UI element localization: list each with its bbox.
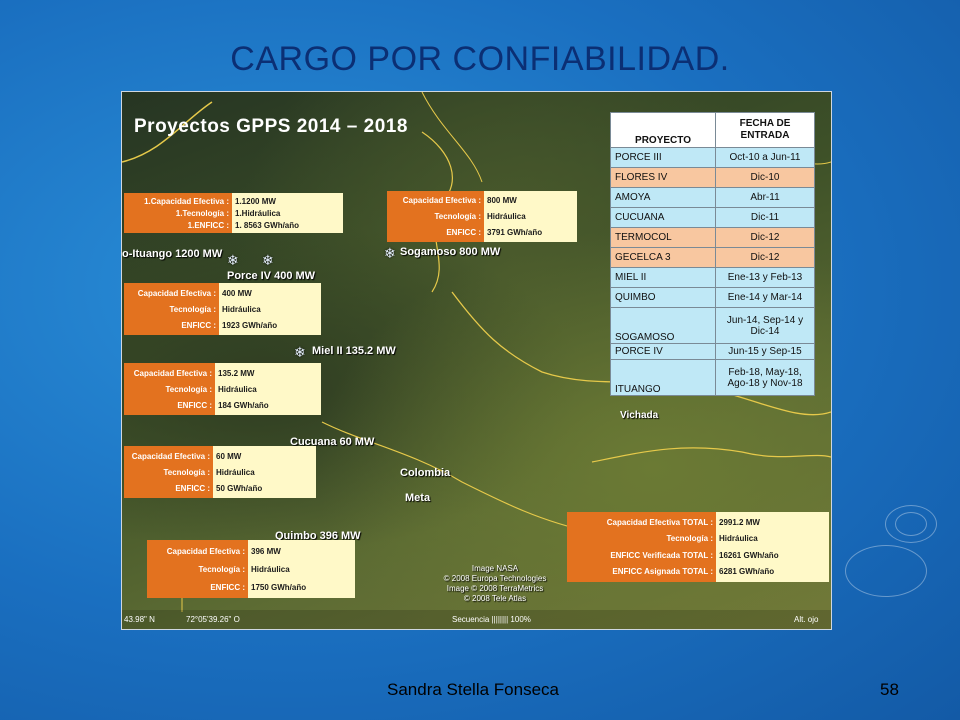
table-row: AMOYA Abr-11 xyxy=(610,187,815,208)
dam-marker-icon: ❄ xyxy=(227,252,239,268)
card-cucuana: Capacidad Efectiva : Tecnología : ENFICC :… xyxy=(124,446,316,498)
project-name: MIEL II xyxy=(610,267,716,288)
decorative-ripple xyxy=(845,545,927,597)
project-name: TERMOCOL xyxy=(610,227,716,248)
table-row: QUIMBO Ene-14 y Mar-14 xyxy=(610,287,815,308)
decorative-ripple xyxy=(885,505,937,543)
projects-table: PROYECTO FECHA DE ENTRADA PORCE III Oct-1… xyxy=(610,112,815,396)
card-porce-iv: Capacidad Efectiva : Tecnología : ENFICC :… xyxy=(124,283,321,335)
table-row: GECELCA 3 Dic-12 xyxy=(610,247,815,268)
dam-marker-icon: ❄ xyxy=(384,245,396,261)
table-row: PORCE IV Jun-15 y Sep-15 xyxy=(610,343,815,360)
place-label-porce-iv: Porce IV 400 MW xyxy=(227,270,316,282)
project-name: SOGAMOSO xyxy=(610,307,716,344)
place-label-meta: Meta xyxy=(405,492,431,504)
decorative-ripple xyxy=(895,512,927,536)
map-coord-lat: 43.98" N xyxy=(124,615,155,624)
project-date: Ene-13 y Feb-13 xyxy=(715,267,815,288)
project-date: Oct-10 a Jun-11 xyxy=(715,147,815,168)
table-row: FLORES IV Dic-10 xyxy=(610,167,815,188)
project-name: PORCE III xyxy=(610,147,716,168)
table-row: CUCUANA Dic-11 xyxy=(610,207,815,228)
project-name: QUIMBO xyxy=(610,287,716,308)
place-label-ituango: o-Ituango 1200 MW xyxy=(122,248,223,260)
project-date: Dic-10 xyxy=(715,167,815,188)
map-scale: Secuencia |||||||| 100% xyxy=(452,615,531,624)
project-date: Jun-15 y Sep-15 xyxy=(715,343,815,360)
card-total: Capacidad Efectiva TOTAL : Tecnología : EN… xyxy=(567,512,829,582)
map-credits: Image NASA © 2008 Europa Technologies Im… xyxy=(443,564,547,603)
map-heading: Proyectos GPPS 2014 – 2018 xyxy=(134,116,408,137)
table-row: SOGAMOSO Jun-14, Sep-14 y Dic-14 xyxy=(610,307,815,344)
table-row: PORCE III Oct-10 a Jun-11 xyxy=(610,147,815,168)
project-date: Jun-14, Sep-14 y Dic-14 xyxy=(715,307,815,344)
place-label-colombia: Colombia xyxy=(400,467,451,479)
project-date: Feb-18, May-18, Ago-18 y Nov-18 xyxy=(715,359,815,396)
card-quimbo: Capacidad Efectiva : Tecnología : ENFICC :… xyxy=(147,540,355,598)
project-name: CUCUANA xyxy=(610,207,716,228)
place-label-miel-ii: Miel II 135.2 MW xyxy=(312,345,396,357)
column-header-proyecto: PROYECTO xyxy=(610,112,716,148)
footer-page-number: 58 xyxy=(880,680,899,699)
table-row: ITUANGO Feb-18, May-18, Ago-18 y Nov-18 xyxy=(610,359,815,396)
table-row: MIEL II Ene-13 y Feb-13 xyxy=(610,267,815,288)
place-label-quimbo: Quimbo 396 MW xyxy=(275,530,361,542)
footer-author: Sandra Stella Fonseca xyxy=(387,680,559,699)
place-label-sogamoso: Sogamoso 800 MW xyxy=(400,246,501,258)
project-date: Dic-12 xyxy=(715,247,815,268)
project-name: AMOYA xyxy=(610,187,716,208)
project-date: Dic-12 xyxy=(715,227,815,248)
dam-marker-icon: ❄ xyxy=(294,344,306,360)
column-header-fecha: FECHA DE ENTRADA xyxy=(715,112,815,148)
card-miel-ii: Capacidad Efectiva : Tecnología : ENFICC :… xyxy=(124,363,321,415)
slide-title: CARGO POR CONFIABILIDAD. xyxy=(230,40,730,78)
project-date: Dic-11 xyxy=(715,207,815,228)
dam-marker-icon: ❄ xyxy=(262,252,274,268)
project-name: GECELCA 3 xyxy=(610,247,716,268)
project-date: Ene-14 y Mar-14 xyxy=(715,287,815,308)
project-date: Abr-11 xyxy=(715,187,815,208)
project-name: PORCE IV xyxy=(610,343,716,360)
map-altitude: Alt. ojo xyxy=(794,615,819,624)
place-label-cucuana: Cucuana 60 MW xyxy=(290,436,375,448)
card-sogamoso: Capacidad Efectiva : Tecnología : ENFICC :… xyxy=(387,191,577,242)
place-label-vichada: Vichada xyxy=(620,410,659,421)
project-name: ITUANGO xyxy=(610,359,716,396)
map-lines xyxy=(122,92,831,612)
project-name: FLORES IV xyxy=(610,167,716,188)
table-row: TERMOCOL Dic-12 xyxy=(610,227,815,248)
map-coord-lon: 72°05'39.26" O xyxy=(186,615,240,624)
card-ituango: 1.Capacidad Efectiva :1.Tecnología :1.EN… xyxy=(124,193,343,233)
map-status-strip xyxy=(122,610,831,629)
